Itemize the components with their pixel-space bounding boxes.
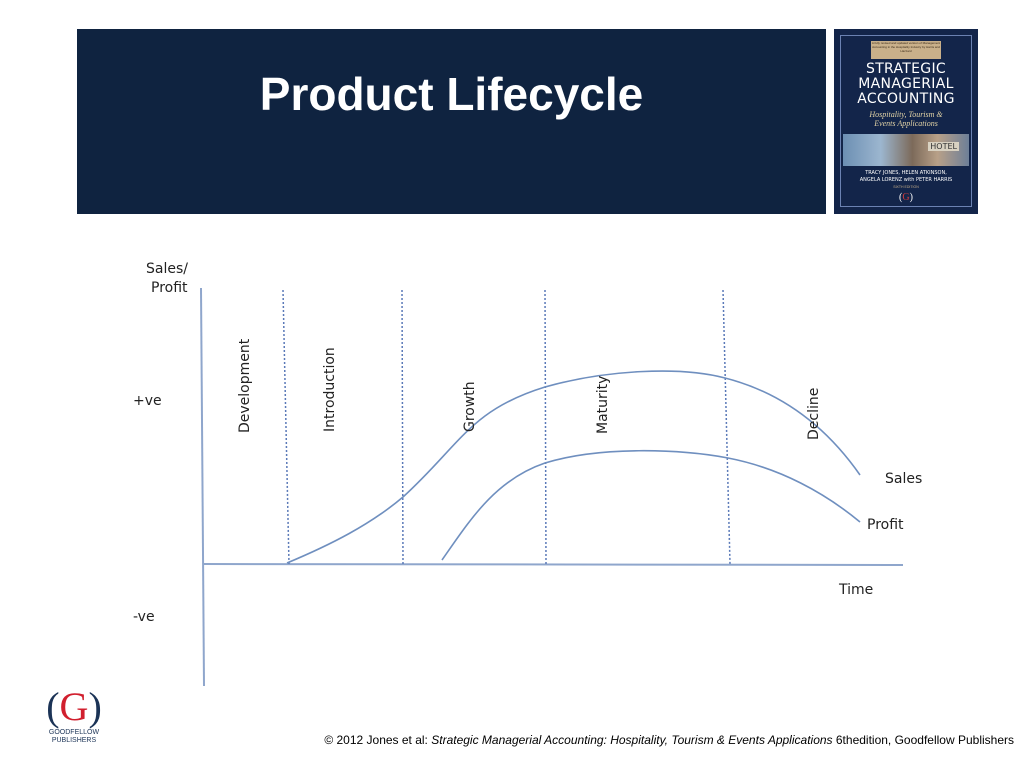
book-cover-hotel-sign: HOTEL	[928, 142, 959, 151]
book-cover-title: STRATEGIC MANAGERIAL ACCOUNTING	[857, 61, 955, 107]
book-cover-logo: (G)	[898, 192, 914, 203]
book-cover-frame: A fully revised and updated version of M…	[840, 35, 972, 207]
positive-label: +ve	[133, 393, 162, 409]
profit-curve-label: Profit	[867, 517, 904, 533]
sales-curve	[286, 370, 861, 564]
book-cover-edition: SIXTH EDITION	[893, 185, 919, 189]
stage-divider-3	[544, 289, 547, 565]
footer-book-title: Strategic Managerial Accounting: Hospita…	[431, 733, 833, 747]
book-cover-photo: HOTEL	[843, 134, 969, 166]
publisher-logo-letter: G	[59, 684, 89, 729]
publisher-logo-paren-left: (	[46, 684, 60, 729]
stage-label-maturity: Maturity	[595, 376, 611, 434]
publisher-logo-paren-right: )	[88, 684, 102, 729]
x-axis	[202, 563, 904, 566]
book-cover-image: A fully revised and updated version of M…	[834, 29, 978, 214]
publisher-logo-mark: (G)	[40, 685, 108, 729]
book-cover-logo-paren-left: (	[899, 192, 903, 203]
stage-divider-2	[401, 289, 404, 565]
stage-label-decline: Decline	[806, 388, 822, 440]
stage-divider-1	[282, 289, 290, 565]
title-banner: Product Lifecycle	[77, 29, 826, 214]
footer-prefix: © 2012 Jones et al:	[324, 733, 432, 747]
footer-citation: © 2012 Jones et al: Strategic Managerial…	[324, 733, 1014, 747]
book-cover-logo-paren-right: )	[909, 192, 913, 203]
negative-label: -ve	[133, 609, 155, 625]
x-axis-label: Time	[838, 582, 873, 598]
stage-label-development: Development	[237, 338, 253, 433]
book-cover-logo-letter: G	[902, 192, 910, 203]
stage-label-introduction: Introduction	[322, 347, 338, 432]
publisher-logo: (G) GOODFELLOW PUBLISHERS	[40, 685, 108, 747]
y-axis-label-profit: Profit	[151, 280, 188, 296]
y-axis-label-sales: Sales/	[146, 261, 188, 277]
y-axis	[200, 287, 205, 687]
stage-divider-4	[722, 289, 731, 565]
stage-label-growth: Growth	[462, 381, 478, 432]
book-cover-blurb: A fully revised and updated version of M…	[871, 41, 941, 59]
footer-suffix: 6thedition, Goodfellow Publishers	[832, 733, 1014, 747]
book-cover-authors: TRACY JONES, HELEN ATKINSON, ANGELA LORE…	[859, 170, 953, 183]
sales-curve-label: Sales	[885, 471, 922, 487]
profit-curve	[441, 449, 861, 561]
publisher-name: GOODFELLOW PUBLISHERS	[48, 729, 100, 744]
book-cover-subtitle: Hospitality, Tourism & Events Applicatio…	[869, 110, 943, 128]
page-title: Product Lifecycle	[259, 68, 644, 120]
